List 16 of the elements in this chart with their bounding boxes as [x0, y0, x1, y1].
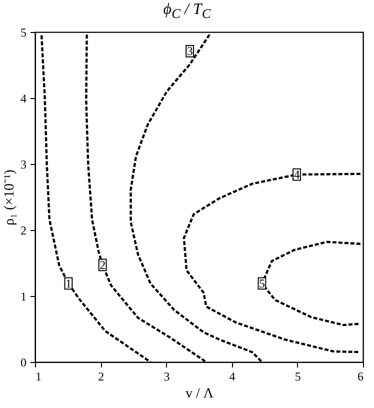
x-tick-label: 1 — [36, 370, 42, 384]
x-tick-label: 4 — [229, 370, 236, 384]
y-tick-label: 2 — [20, 224, 26, 238]
y-axis-title: ρ₁ (×10⁻¹) — [2, 169, 18, 226]
annotation: 3 — [186, 44, 193, 58]
y-tick-label: 0 — [20, 356, 26, 370]
x-tick-label: 5 — [294, 370, 301, 384]
x-axis-title: v / Λ — [185, 386, 214, 402]
chart-title: ϕ$_{C}$ / T$_{C}$ — [162, 0, 212, 24]
x-tick-label: 2 — [98, 370, 104, 384]
y-tick-label: 3 — [20, 158, 26, 172]
x-tick-label: 3 — [164, 370, 170, 384]
y-tick-label: 1 — [20, 290, 26, 304]
x-tick-label: 6 — [358, 370, 364, 384]
y-tick-label: 4 — [20, 92, 26, 106]
y-tick-label: 5 — [20, 26, 26, 40]
